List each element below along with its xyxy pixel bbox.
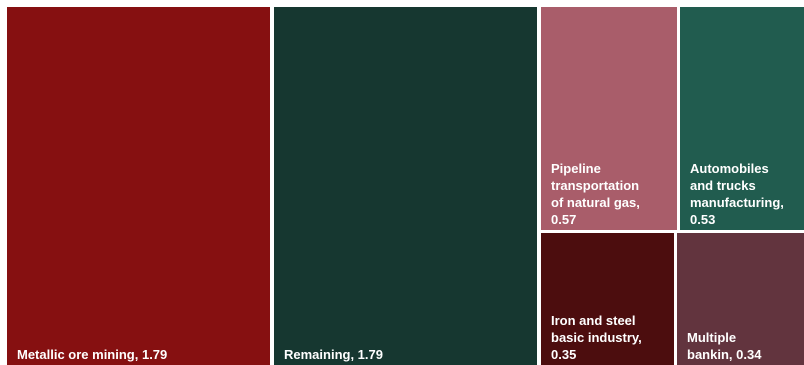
treemap-tile-rect [541,7,677,230]
treemap-tile-rect [7,7,270,365]
treemap-tile: Pipeline transportation of natural gas, 0.5… [541,7,677,230]
treemap-tile-rect [274,7,537,365]
treemap-tile-label: Metallic ore mining, 1.79 [17,347,167,362]
treemap-tile-rect [677,233,804,365]
treemap-tile-label: Pipeline transportation of natural gas, 0.5… [551,161,640,227]
treemap-tile-label: Remaining, 1.79 [284,347,383,362]
treemap-tile: Remaining, 1.79 [274,7,537,365]
treemap-tile-label: Automobiles and trucks manufacturing, 0.53 [690,161,784,227]
treemap-tile-rect [541,233,674,365]
treemap-tile: Multiple bankin, 0.34 [677,233,804,365]
treemap-tile: Iron and steel basic industry, 0.35 [541,233,674,365]
treemap-tile-label: Iron and steel basic industry, 0.35 [551,313,642,362]
treemap-tile-label: Multiple bankin, 0.34 [687,330,762,362]
treemap-tile-rect [680,7,804,230]
treemap-tile: Metallic ore mining, 1.79 [7,7,270,365]
treemap-tile: Automobiles and trucks manufacturing, 0.53 [680,7,804,230]
